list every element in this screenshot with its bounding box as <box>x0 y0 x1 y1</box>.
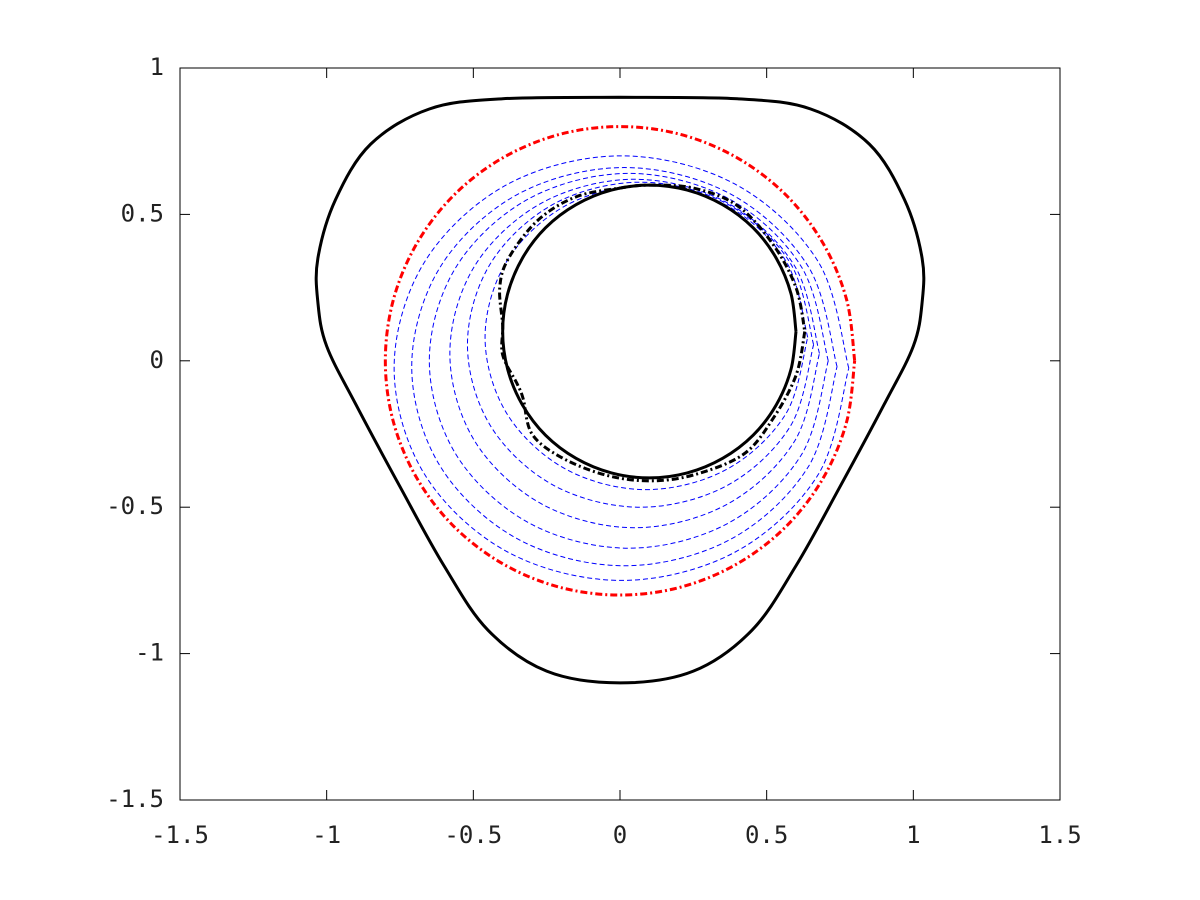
curve <box>498 183 807 483</box>
y-tick-label: -0.5 <box>106 492 164 520</box>
x-tick-label: -0.5 <box>444 821 502 849</box>
curve <box>484 184 809 491</box>
curve <box>466 181 815 508</box>
x-tick-label: 0.5 <box>745 821 788 849</box>
curve <box>428 172 829 549</box>
curve <box>314 95 926 685</box>
curve <box>501 183 798 480</box>
x-tick-label: -1 <box>312 821 341 849</box>
curve <box>383 125 857 597</box>
curve <box>411 167 838 567</box>
y-tick-label: 0.5 <box>121 199 164 227</box>
curve <box>449 178 820 529</box>
y-tick-label: 0 <box>150 346 164 374</box>
curve <box>393 155 850 581</box>
x-tick-label: 0 <box>613 821 627 849</box>
plot-frame <box>179 67 1061 801</box>
y-tick-label: -1.5 <box>106 785 164 813</box>
y-tick-label: -1 <box>135 639 164 667</box>
y-tick-label: 1 <box>150 53 164 81</box>
x-tick-label: 1 <box>906 821 920 849</box>
x-tick-label: 1.5 <box>1038 821 1081 849</box>
x-tick-label: -1.5 <box>151 821 209 849</box>
